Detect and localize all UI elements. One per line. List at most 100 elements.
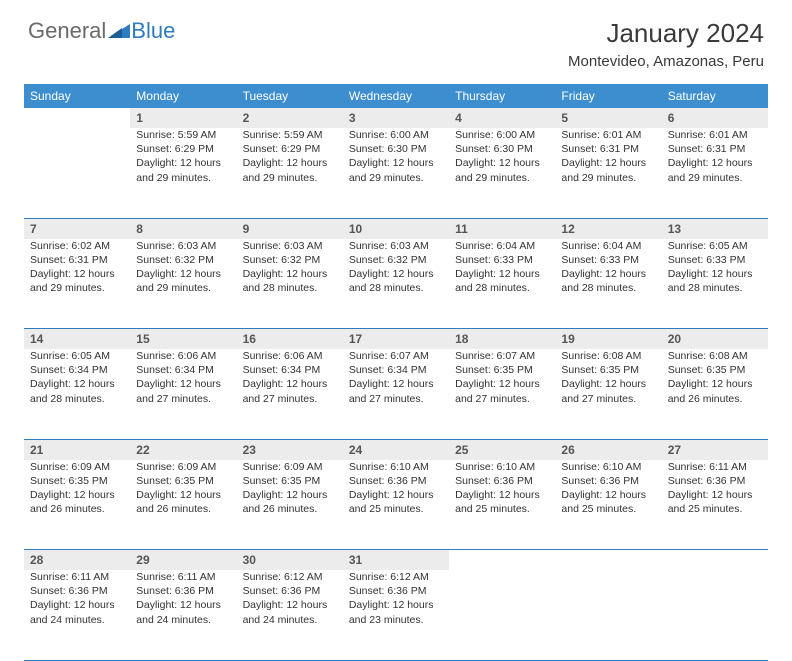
d2-text: and 29 minutes. [455, 171, 549, 185]
sunrise-text: Sunrise: 6:03 AM [243, 239, 337, 253]
sunset-text: Sunset: 6:29 PM [136, 142, 230, 156]
week-row: Sunrise: 6:11 AMSunset: 6:36 PMDaylight:… [24, 570, 768, 660]
d1-text: Daylight: 12 hours [30, 377, 124, 391]
d2-text: and 27 minutes. [243, 392, 337, 406]
day-number-cell: 12 [555, 218, 661, 239]
day-number-cell: 7 [24, 218, 130, 239]
d1-text: Daylight: 12 hours [349, 598, 443, 612]
day-number-cell: 4 [449, 108, 555, 128]
day-detail-cell: Sunrise: 6:07 AMSunset: 6:34 PMDaylight:… [343, 349, 449, 439]
sunset-text: Sunset: 6:36 PM [455, 474, 549, 488]
sunrise-text: Sunrise: 6:12 AM [243, 570, 337, 584]
logo-shape-icon [108, 18, 130, 44]
d2-text: and 24 minutes. [30, 613, 124, 627]
sunrise-text: Sunrise: 6:11 AM [668, 460, 762, 474]
day-number-cell: 2 [237, 108, 343, 128]
day-number-cell: 13 [662, 218, 768, 239]
daynum-row: 14151617181920 [24, 329, 768, 350]
day-detail-cell: Sunrise: 6:09 AMSunset: 6:35 PMDaylight:… [237, 460, 343, 550]
day-number-cell: 9 [237, 218, 343, 239]
day-number-cell: 3 [343, 108, 449, 128]
sunrise-text: Sunrise: 6:06 AM [136, 349, 230, 363]
d1-text: Daylight: 12 hours [30, 598, 124, 612]
sunrise-text: Sunrise: 6:09 AM [136, 460, 230, 474]
sunrise-text: Sunrise: 6:07 AM [349, 349, 443, 363]
sunrise-text: Sunrise: 6:00 AM [349, 128, 443, 142]
d2-text: and 27 minutes. [136, 392, 230, 406]
weekday-header: Tuesday [237, 84, 343, 108]
sunset-text: Sunset: 6:34 PM [136, 363, 230, 377]
logo-word1: General [28, 18, 106, 44]
daynum-row: 21222324252627 [24, 439, 768, 460]
sunrise-text: Sunrise: 6:04 AM [561, 239, 655, 253]
sunrise-text: Sunrise: 5:59 AM [243, 128, 337, 142]
d1-text: Daylight: 12 hours [30, 488, 124, 502]
sunrise-text: Sunrise: 6:01 AM [561, 128, 655, 142]
sunset-text: Sunset: 6:33 PM [455, 253, 549, 267]
d1-text: Daylight: 12 hours [136, 156, 230, 170]
sunset-text: Sunset: 6:36 PM [349, 584, 443, 598]
sunset-text: Sunset: 6:32 PM [349, 253, 443, 267]
day-number-cell: 17 [343, 329, 449, 350]
day-detail-cell: Sunrise: 5:59 AMSunset: 6:29 PMDaylight:… [237, 128, 343, 218]
d2-text: and 25 minutes. [668, 502, 762, 516]
d2-text: and 25 minutes. [455, 502, 549, 516]
day-detail-cell: Sunrise: 6:05 AMSunset: 6:34 PMDaylight:… [24, 349, 130, 439]
d1-text: Daylight: 12 hours [243, 488, 337, 502]
sunset-text: Sunset: 6:32 PM [136, 253, 230, 267]
d2-text: and 27 minutes. [349, 392, 443, 406]
day-detail-cell: Sunrise: 6:01 AMSunset: 6:31 PMDaylight:… [555, 128, 661, 218]
day-detail-cell: Sunrise: 6:08 AMSunset: 6:35 PMDaylight:… [662, 349, 768, 439]
d1-text: Daylight: 12 hours [30, 267, 124, 281]
day-number-cell: 31 [343, 550, 449, 571]
d2-text: and 26 minutes. [243, 502, 337, 516]
d1-text: Daylight: 12 hours [561, 377, 655, 391]
sunrise-text: Sunrise: 6:04 AM [455, 239, 549, 253]
day-detail-cell: Sunrise: 5:59 AMSunset: 6:29 PMDaylight:… [130, 128, 236, 218]
sunrise-text: Sunrise: 6:12 AM [349, 570, 443, 584]
d1-text: Daylight: 12 hours [455, 267, 549, 281]
sunset-text: Sunset: 6:35 PM [561, 363, 655, 377]
sunrise-text: Sunrise: 6:09 AM [30, 460, 124, 474]
sunset-text: Sunset: 6:31 PM [668, 142, 762, 156]
d1-text: Daylight: 12 hours [455, 377, 549, 391]
day-number-cell: 29 [130, 550, 236, 571]
d1-text: Daylight: 12 hours [455, 156, 549, 170]
d1-text: Daylight: 12 hours [561, 267, 655, 281]
d2-text: and 29 minutes. [243, 171, 337, 185]
day-detail-cell: Sunrise: 6:12 AMSunset: 6:36 PMDaylight:… [343, 570, 449, 660]
day-detail-cell: Sunrise: 6:07 AMSunset: 6:35 PMDaylight:… [449, 349, 555, 439]
d2-text: and 25 minutes. [561, 502, 655, 516]
day-detail-cell: Sunrise: 6:08 AMSunset: 6:35 PMDaylight:… [555, 349, 661, 439]
d2-text: and 26 minutes. [668, 392, 762, 406]
header: General Blue January 2024 Montevideo, Am… [0, 0, 792, 76]
sunrise-text: Sunrise: 6:11 AM [30, 570, 124, 584]
day-detail-cell: Sunrise: 6:03 AMSunset: 6:32 PMDaylight:… [237, 239, 343, 329]
day-number-cell: 21 [24, 439, 130, 460]
sunset-text: Sunset: 6:36 PM [349, 474, 443, 488]
daynum-row: 28293031 [24, 550, 768, 571]
sunset-text: Sunset: 6:35 PM [455, 363, 549, 377]
day-detail-cell: Sunrise: 6:09 AMSunset: 6:35 PMDaylight:… [130, 460, 236, 550]
sunset-text: Sunset: 6:36 PM [243, 584, 337, 598]
week-row: Sunrise: 6:02 AMSunset: 6:31 PMDaylight:… [24, 239, 768, 329]
sunrise-text: Sunrise: 6:09 AM [243, 460, 337, 474]
day-detail-cell: Sunrise: 6:09 AMSunset: 6:35 PMDaylight:… [24, 460, 130, 550]
day-detail-cell [555, 570, 661, 660]
d1-text: Daylight: 12 hours [668, 267, 762, 281]
day-number-cell: 15 [130, 329, 236, 350]
day-number-cell: 25 [449, 439, 555, 460]
page-title: January 2024 [568, 18, 764, 49]
day-detail-cell: Sunrise: 6:10 AMSunset: 6:36 PMDaylight:… [449, 460, 555, 550]
d2-text: and 27 minutes. [561, 392, 655, 406]
day-number-cell: 18 [449, 329, 555, 350]
d1-text: Daylight: 12 hours [243, 377, 337, 391]
weekday-header: Friday [555, 84, 661, 108]
day-detail-cell: Sunrise: 6:11 AMSunset: 6:36 PMDaylight:… [662, 460, 768, 550]
day-number-cell: 30 [237, 550, 343, 571]
day-detail-cell: Sunrise: 6:11 AMSunset: 6:36 PMDaylight:… [24, 570, 130, 660]
sunset-text: Sunset: 6:36 PM [668, 474, 762, 488]
sunset-text: Sunset: 6:31 PM [561, 142, 655, 156]
d2-text: and 23 minutes. [349, 613, 443, 627]
day-number-cell: 23 [237, 439, 343, 460]
